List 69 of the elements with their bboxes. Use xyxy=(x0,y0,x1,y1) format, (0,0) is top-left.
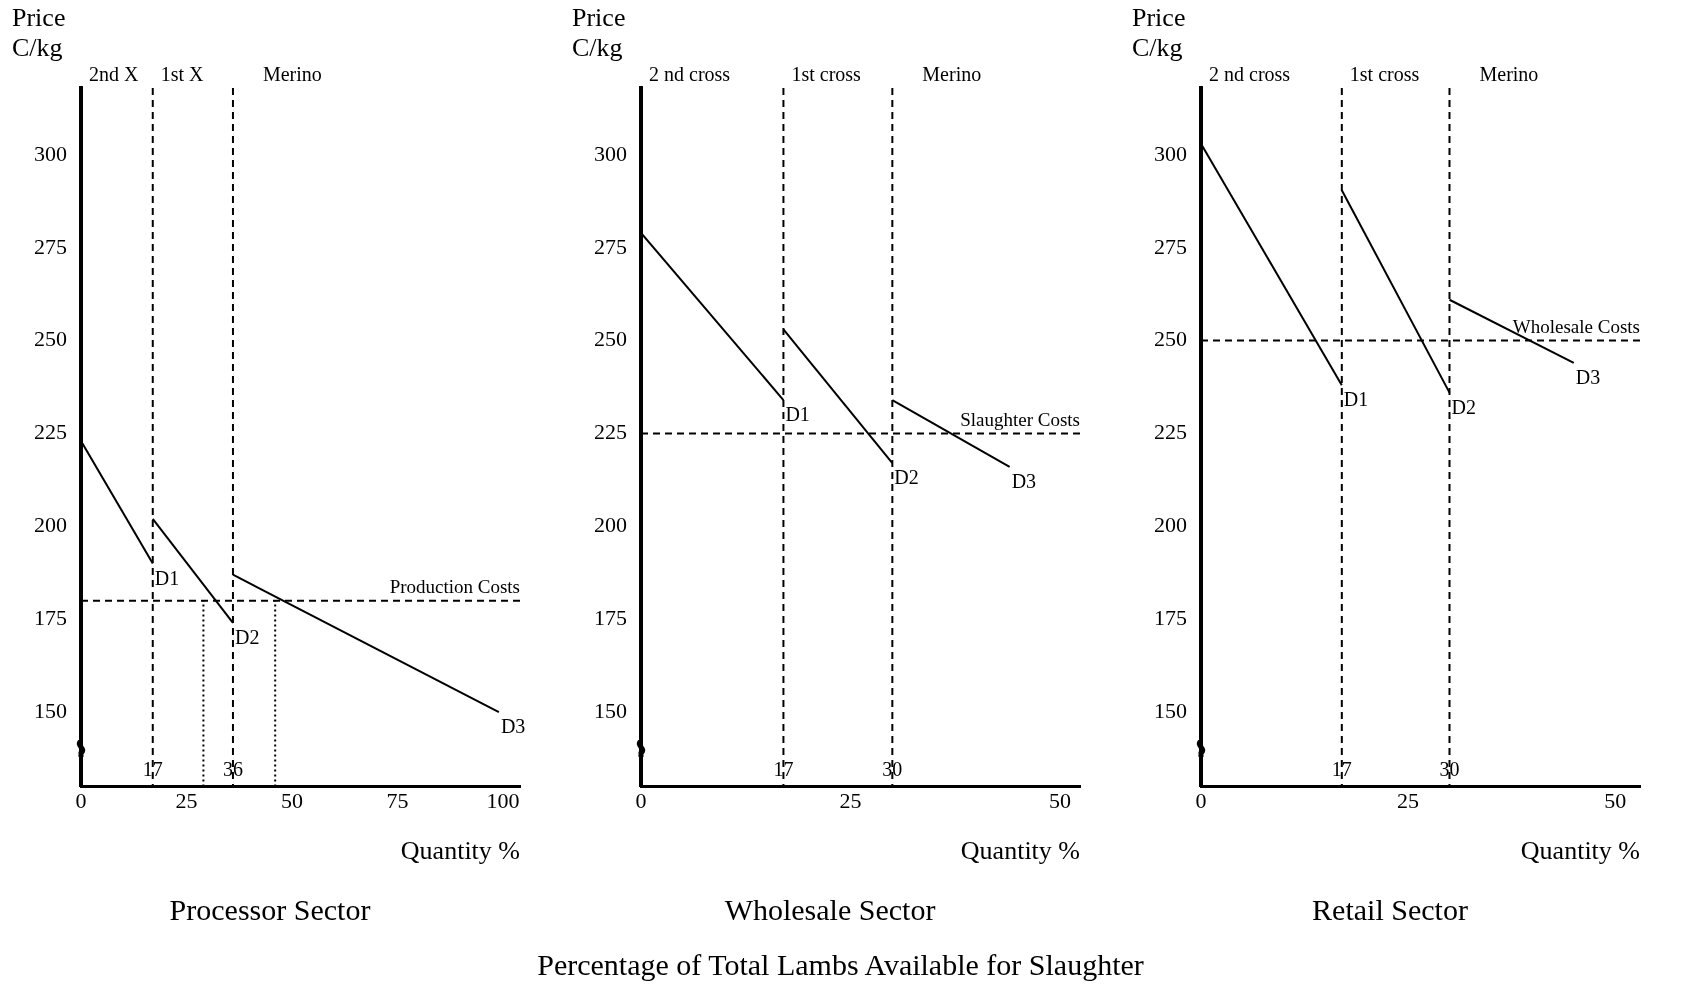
y-tick-label: 300 xyxy=(594,140,627,166)
x-axis-title: Quantity % xyxy=(960,836,1080,866)
y-tick-label: 200 xyxy=(34,512,67,538)
y-tick-label: 275 xyxy=(34,233,67,259)
ref-line-label: Production Costs xyxy=(389,576,520,598)
annotation: D3 xyxy=(500,715,526,738)
text: Merino xyxy=(1479,63,1539,86)
y-tick-label: 225 xyxy=(34,419,67,445)
y-tick-label: 200 xyxy=(594,512,627,538)
y-axis-title: Price C/kg xyxy=(12,2,66,62)
annotation: D1 xyxy=(154,566,180,589)
x-axis-title: Quantity % xyxy=(400,836,520,866)
x-tick-label: 25 xyxy=(175,788,198,814)
y-tick-label: 175 xyxy=(594,605,627,631)
annotation: D2 xyxy=(894,466,919,489)
annotation: D1 xyxy=(785,403,810,426)
text: Merino xyxy=(262,63,322,86)
text: Merino xyxy=(922,63,982,86)
annotation: D2 xyxy=(234,626,260,649)
y-tick-label: 275 xyxy=(594,233,627,259)
ref-line-label: 17 xyxy=(142,757,163,780)
y-tick-label: 150 xyxy=(34,697,67,723)
text: 2nd X xyxy=(89,63,139,86)
x-tick-label: 50 xyxy=(1048,788,1071,814)
y-tick-label: 200 xyxy=(1154,512,1187,538)
y-tick-label: 250 xyxy=(1154,326,1187,352)
text: 1st X xyxy=(160,63,205,86)
y-tick-label: 275 xyxy=(1154,233,1187,259)
annotation: D2 xyxy=(1451,395,1476,418)
ref-line-label: 17 xyxy=(773,757,794,780)
x-tick-label: 25 xyxy=(1397,788,1420,814)
ref-line-label: 30 xyxy=(1439,757,1460,780)
text: 2 nd cross xyxy=(649,63,731,86)
x-tick-label: 0 xyxy=(635,788,647,814)
text: Percentage of Total Lambs Available for Slaughter xyxy=(536,948,1145,982)
ref-line-label: 36 xyxy=(222,757,243,780)
y-axis-title: Price C/kg xyxy=(1132,2,1186,62)
text: Retail Sector xyxy=(1312,892,1468,926)
ref-line-label: Wholesale Costs xyxy=(1512,316,1640,338)
x-tick-label: 100 xyxy=(486,788,520,814)
y-tick-label: 225 xyxy=(594,419,627,445)
ref-line-label: 17 xyxy=(1331,757,1352,780)
x-tick-label: 75 xyxy=(386,788,409,814)
y-tick-label: 225 xyxy=(1154,419,1187,445)
x-tick-label: 0 xyxy=(75,788,87,814)
x-tick-label: 25 xyxy=(839,788,862,814)
text: 1st cross xyxy=(1349,63,1420,86)
y-tick-label: 300 xyxy=(1154,140,1187,166)
text: 1st cross xyxy=(791,63,862,86)
y-tick-label: 250 xyxy=(34,326,67,352)
y-axis-title: Price C/kg xyxy=(572,2,626,62)
annotation: D3 xyxy=(1011,470,1037,493)
y-tick-label: 175 xyxy=(34,605,67,631)
annotation: D1 xyxy=(1343,388,1369,411)
x-tick-label: 50 xyxy=(1604,788,1627,814)
y-tick-label: 300 xyxy=(34,140,67,166)
x-axis-title: Quantity % xyxy=(1520,836,1640,866)
text: Wholesale Sector xyxy=(724,892,936,926)
x-tick-label: 0 xyxy=(1195,788,1207,814)
ref-line-label: 30 xyxy=(882,757,903,780)
text: Processor Sector xyxy=(169,892,371,926)
y-tick-label: 175 xyxy=(1154,605,1187,631)
y-tick-label: 150 xyxy=(1154,697,1187,723)
text: 2 nd cross xyxy=(1209,63,1291,86)
annotation: D3 xyxy=(1575,366,1601,389)
x-tick-label: 50 xyxy=(281,788,304,814)
ref-line-label: Slaughter Costs xyxy=(960,408,1080,430)
y-tick-label: 250 xyxy=(594,326,627,352)
y-tick-label: 150 xyxy=(594,697,627,723)
